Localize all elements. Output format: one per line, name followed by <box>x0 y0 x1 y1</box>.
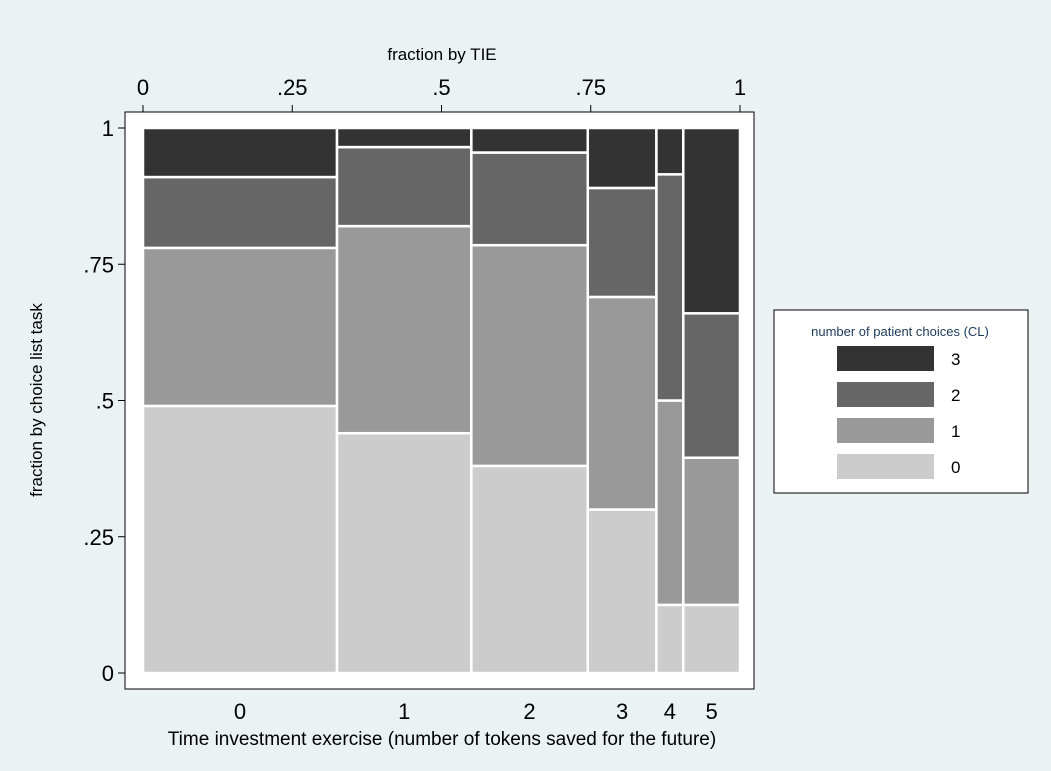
tile-tie-1-cl-2 <box>335 145 473 228</box>
legend-swatch-1 <box>835 416 936 445</box>
legend-label-2: 2 <box>951 386 960 405</box>
x-top-tick-label: .75 <box>575 75 606 100</box>
y-tick-label: 0 <box>102 661 114 686</box>
x-top-tick-label: .25 <box>277 75 308 100</box>
x-top-ticks: 0 .25 .5 .75 1 <box>137 75 746 112</box>
tile-tie-3-cl-3 <box>586 126 658 190</box>
tile-tie-1-cl-3 <box>335 126 473 149</box>
y-tick-label: .75 <box>83 252 114 277</box>
x-top-axis-title: fraction by TIE <box>387 45 496 64</box>
tile-tie-4-cl-0 <box>655 603 685 675</box>
tile-tie-0-cl-3 <box>141 126 339 179</box>
x-top-tick-label: .5 <box>432 75 450 100</box>
tile-tie-4-cl-3 <box>655 126 685 176</box>
x-category-label-5: 5 <box>706 699 718 724</box>
legend-label-1: 1 <box>951 422 960 441</box>
tile-tie-2-cl-2 <box>470 151 590 247</box>
tile-tie-3-cl-0 <box>586 508 658 675</box>
tile-tie-2-cl-0 <box>470 464 590 675</box>
legend-label-0: 0 <box>951 458 960 477</box>
x-axis-title: Time investment exercise (number of toke… <box>168 729 716 750</box>
x-category-labels: 0 1 2 3 4 5 <box>234 699 718 724</box>
legend-label-3: 3 <box>951 350 960 369</box>
tile-tie-1-cl-0 <box>335 431 473 675</box>
tile-tie-4-cl-2 <box>655 173 685 402</box>
tile-tie-0-cl-2 <box>141 175 339 250</box>
y-tick-label: 1 <box>102 116 114 141</box>
legend-title: number of patient choices (CL) <box>811 324 989 339</box>
legend-swatch-0 <box>835 452 936 481</box>
legend-entries: 3 2 1 0 <box>835 344 960 481</box>
tile-tie-3-cl-1 <box>586 295 658 511</box>
x-category-label-0: 0 <box>234 699 246 724</box>
y-tick-label: .5 <box>96 389 114 414</box>
x-category-label-3: 3 <box>616 699 628 724</box>
tile-tie-5-cl-0 <box>682 603 742 675</box>
tile-tie-5-cl-3 <box>682 126 742 315</box>
x-category-label-2: 2 <box>523 699 535 724</box>
tile-tie-1-cl-1 <box>335 224 473 435</box>
legend: number of patient choices (CL) 3 2 1 0 <box>773 309 1029 494</box>
tile-tie-2-cl-1 <box>470 243 590 468</box>
tile-tie-3-cl-2 <box>586 186 658 299</box>
tile-tie-5-cl-1 <box>682 456 742 607</box>
y-ticks: 0 .25 .5 .75 1 <box>83 116 125 686</box>
x-top-tick-label: 0 <box>137 75 149 100</box>
x-category-label-1: 1 <box>398 699 410 724</box>
mosaic-tiles <box>141 126 742 675</box>
y-axis-title: fraction by choice list task <box>27 303 46 497</box>
tile-tie-2-cl-3 <box>470 126 590 154</box>
legend-swatch-2 <box>835 380 936 409</box>
x-top-tick-label: 1 <box>734 75 746 100</box>
tile-tie-5-cl-2 <box>682 312 742 459</box>
legend-swatch-3 <box>835 344 936 373</box>
tile-tie-4-cl-1 <box>655 399 685 607</box>
tile-tie-0-cl-1 <box>141 246 339 408</box>
tile-tie-0-cl-0 <box>141 404 339 675</box>
x-category-label-4: 4 <box>664 699 676 724</box>
y-tick-label: .25 <box>83 525 114 550</box>
